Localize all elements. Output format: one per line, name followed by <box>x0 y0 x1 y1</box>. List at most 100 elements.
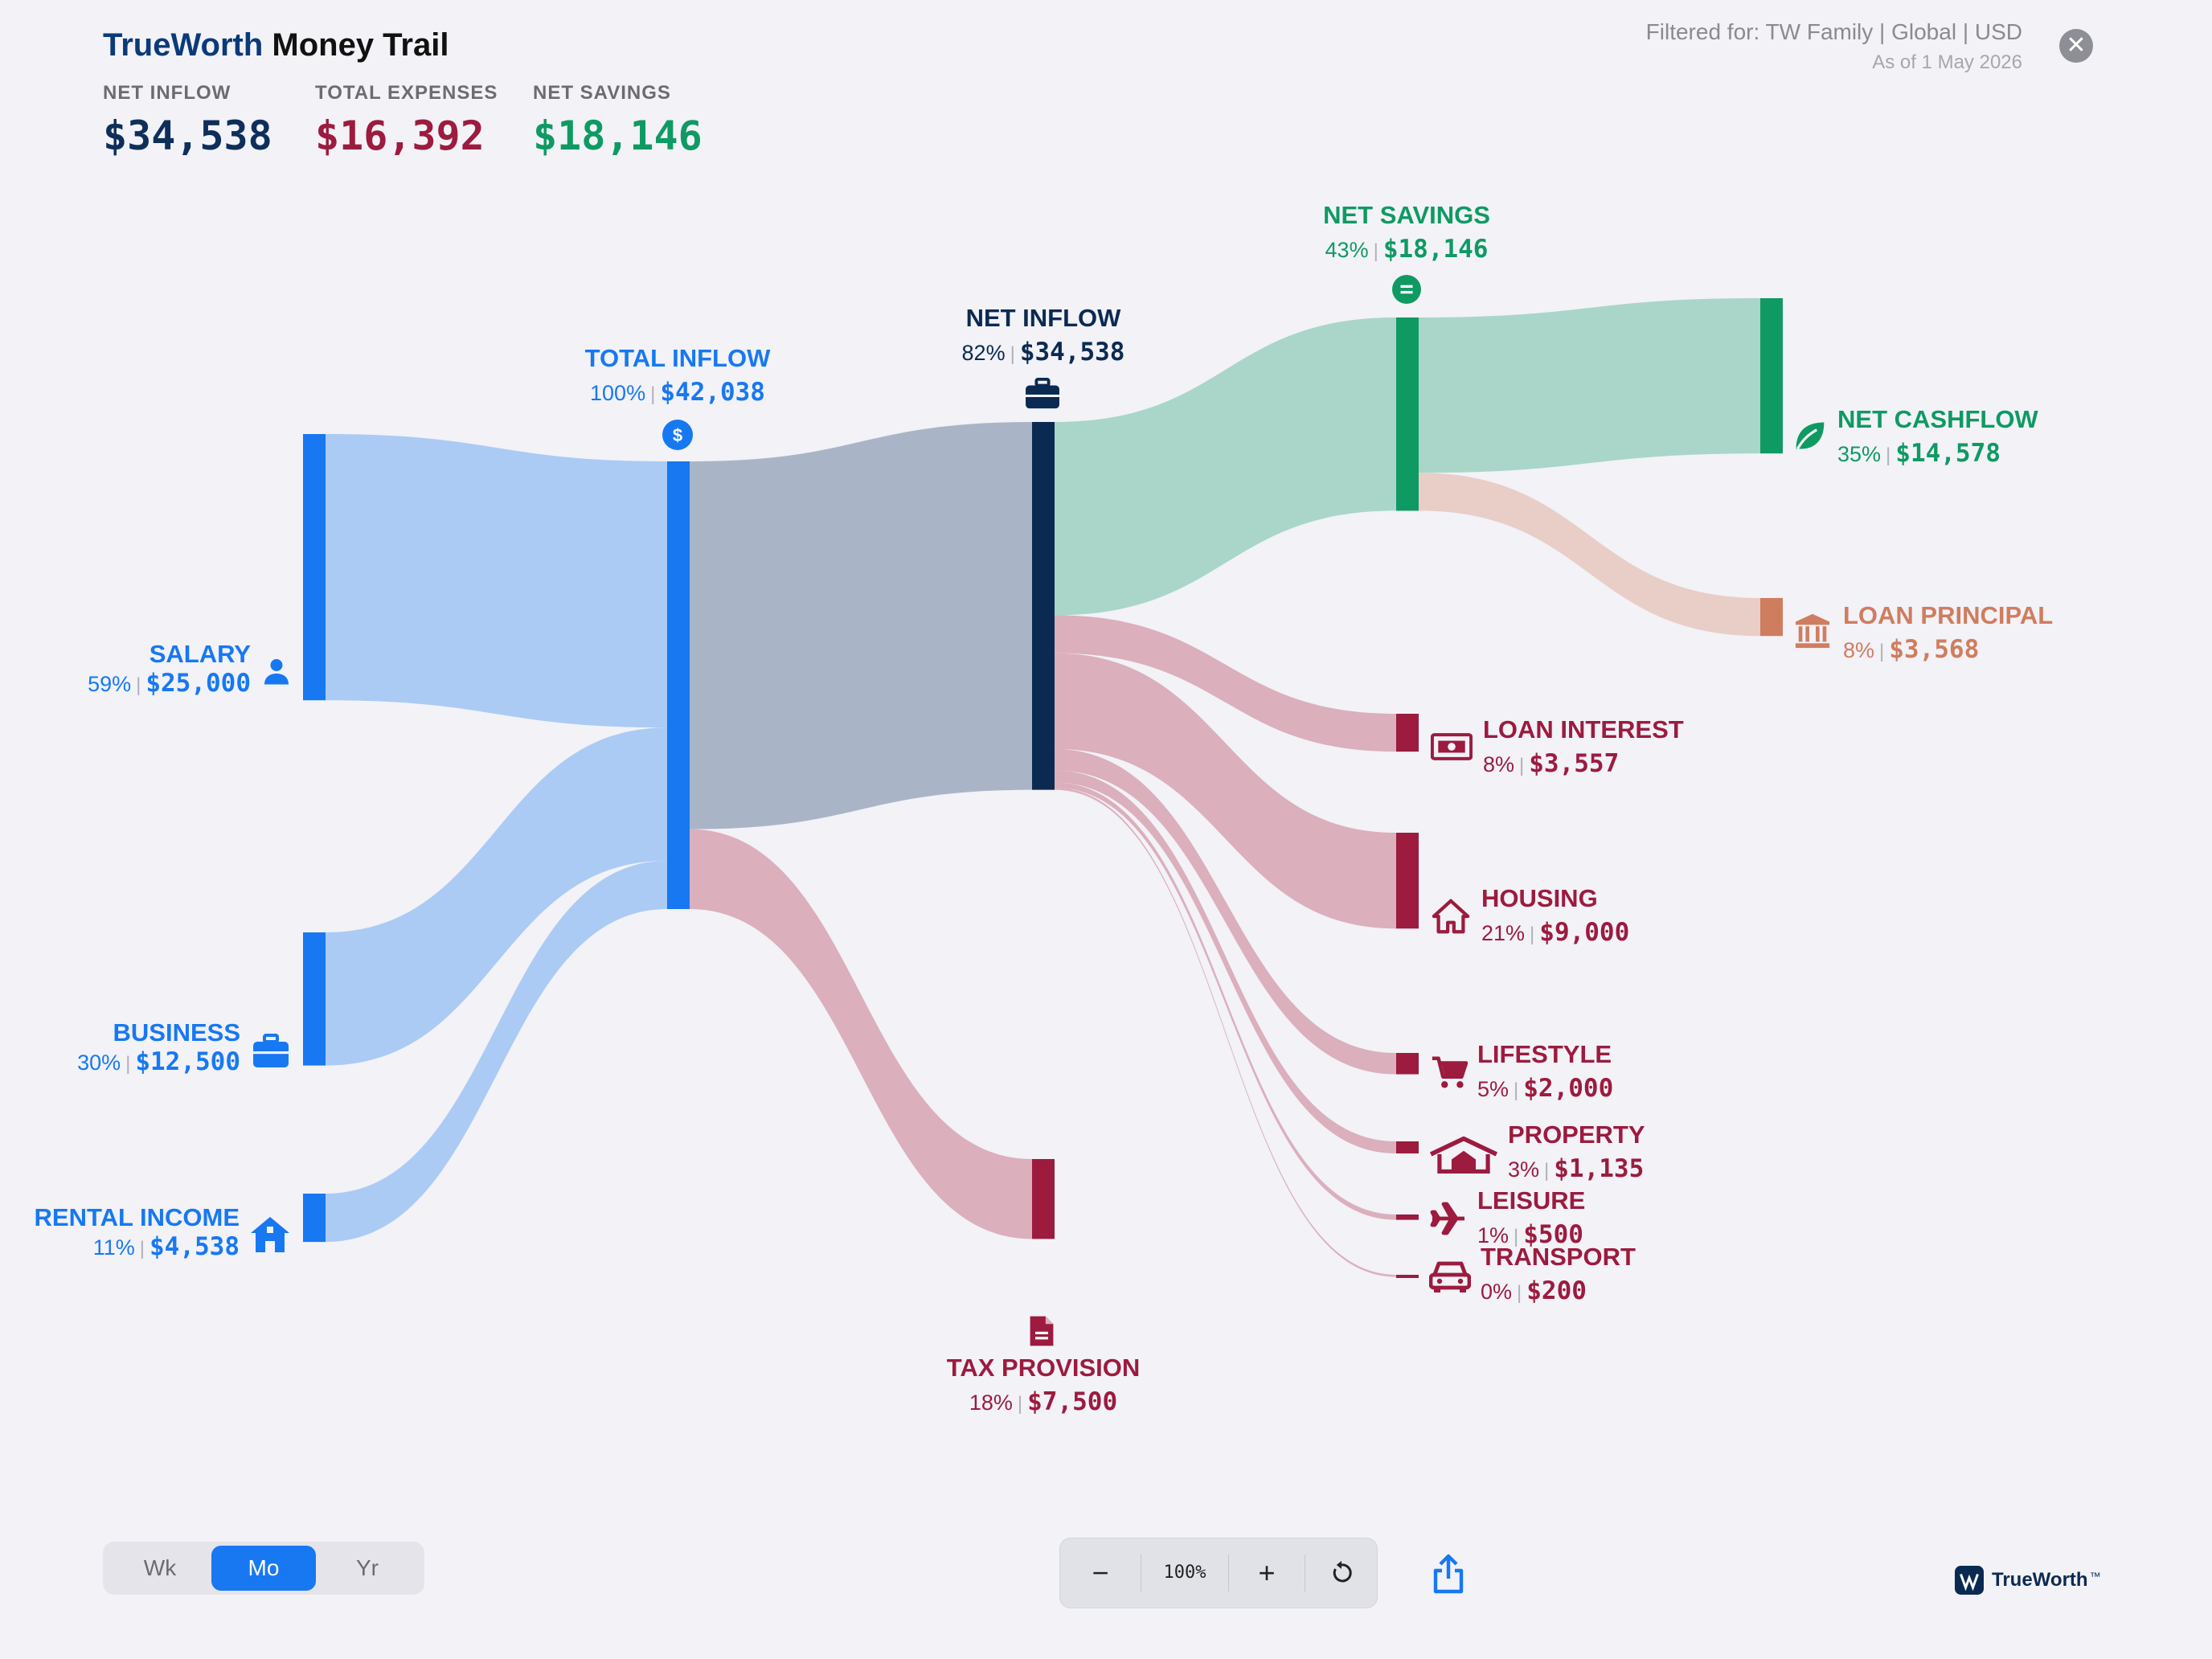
node-pct: 11% <box>92 1235 135 1260</box>
node-pct: 43% <box>1325 238 1369 262</box>
kpi-value: $34,538 <box>103 113 272 159</box>
share-icon[interactable] <box>1429 1553 1468 1595</box>
as-of-date: As of 1 May 2026 <box>1872 51 2022 73</box>
node-label-leisure[interactable]: LEISURE 1% | $500 <box>1477 1186 1586 1249</box>
close-button[interactable]: ✕ <box>2059 29 2093 63</box>
node-name: SALARY <box>149 640 251 668</box>
flow-property[interactable] <box>1055 770 1396 1154</box>
node-amount: $3,557 <box>1529 749 1620 778</box>
car-icon <box>1429 1261 1471 1292</box>
kpi-total-expenses: TOTAL EXPENSES $16,392 <box>315 82 498 159</box>
node-pct: 21% <box>1481 921 1526 945</box>
node-bar-total-inflow[interactable] <box>667 461 690 910</box>
flow-loan-interest[interactable] <box>1055 615 1396 752</box>
reset-icon <box>1333 1561 1352 1583</box>
node-bar-net-savings[interactable] <box>1396 317 1419 511</box>
brand-money-trail: Money Trail <box>263 27 449 63</box>
node-bar-loan-interest[interactable] <box>1396 714 1419 752</box>
period-year-button[interactable]: Yr <box>356 1555 379 1580</box>
flow-tax-provision[interactable] <box>690 829 1032 1239</box>
node-label-tax-provision[interactable]: TAX PROVISION 18% | $7,500 <box>915 1354 1172 1416</box>
brand-trueworth: TrueWorth <box>103 27 264 63</box>
node-pct: 8% <box>1843 638 1875 662</box>
node-bar-housing[interactable] <box>1396 833 1419 929</box>
node-bar-transport[interactable] <box>1396 1275 1419 1278</box>
kpi-value: $16,392 <box>315 113 485 159</box>
filter-info[interactable]: Filtered for: TW Family | Global | USD A… <box>1646 19 2022 74</box>
node-bar-loan-principal[interactable] <box>1760 598 1783 637</box>
node-name: TOTAL INFLOW <box>584 344 771 372</box>
app-title: TrueWorth Money Trail <box>103 27 449 63</box>
briefcase-icon <box>1026 378 1059 409</box>
node-name: HOUSING <box>1481 884 1598 912</box>
node-name: LOAN PRINCIPAL <box>1843 601 2054 629</box>
node-name: LOAN INTEREST <box>1483 715 1684 743</box>
node-amount: $34,538 <box>1019 338 1125 367</box>
node-label-net-cashflow[interactable]: NET CASHFLOW 35% | $14,578 <box>1837 405 2038 468</box>
node-label-salary[interactable]: SALARY 59% | $25,000 <box>88 640 251 698</box>
node-pct: 1% <box>1477 1223 1509 1247</box>
period-selector: Wk Mo Yr <box>103 1542 424 1595</box>
flow-transport[interactable] <box>1055 787 1396 1277</box>
node-label-transport[interactable]: TRANSPORT 0% | $200 <box>1481 1243 1636 1305</box>
flow-housing[interactable] <box>1055 653 1396 929</box>
property-icon <box>1429 1136 1498 1174</box>
flow-net-inflow[interactable] <box>690 422 1032 830</box>
node-label-total-inflow[interactable]: TOTAL INFLOW 100% | $42,038 <box>553 344 802 407</box>
node-label-housing[interactable]: HOUSING 21% | $9,000 <box>1481 884 1630 947</box>
node-label-rental-income[interactable]: RENTAL INCOME 11% | $4,538 <box>34 1203 240 1261</box>
node-pct: 0% <box>1481 1280 1513 1304</box>
flow-rental-income[interactable] <box>326 860 667 1243</box>
node-name: PROPERTY <box>1508 1120 1645 1149</box>
node-bar-salary[interactable] <box>303 434 326 701</box>
reset-zoom-button[interactable] <box>1305 1538 1377 1608</box>
node-name: BUSINESS <box>113 1018 240 1047</box>
zoom-in-button[interactable]: + <box>1258 1556 1276 1589</box>
filter-text: Filtered for: TW Family | Global | USD <box>1645 19 2022 44</box>
node-amount: $25,000 <box>145 669 251 698</box>
flow-business[interactable] <box>326 727 667 1066</box>
kpi-value: $18,146 <box>533 113 703 159</box>
node-label-lifestyle[interactable]: LIFESTYLE 5% | $2,000 <box>1477 1040 1614 1103</box>
flow-net-cashflow[interactable] <box>1419 298 1760 473</box>
zoom-out-button[interactable]: − <box>1092 1556 1109 1589</box>
flow-leisure[interactable] <box>1055 782 1396 1220</box>
node-pct: 82% <box>961 341 1006 365</box>
node-amount: $18,146 <box>1382 235 1489 264</box>
node-pct: 3% <box>1508 1157 1540 1182</box>
node-label-net-savings[interactable]: NET SAVINGS 43% | $18,146 <box>1286 201 1527 264</box>
node-bar-net-inflow[interactable] <box>1032 422 1055 790</box>
node-amount: $42,038 <box>660 378 765 407</box>
node-bar-lifestyle[interactable] <box>1396 1053 1419 1075</box>
leaf-icon <box>1796 422 1825 450</box>
node-label-property[interactable]: PROPERTY 3% | $1,135 <box>1508 1120 1645 1183</box>
period-week-button[interactable]: Wk <box>143 1555 177 1580</box>
node-label-loan-interest[interactable]: LOAN INTEREST 8% | $3,557 <box>1483 715 1684 778</box>
kpi-net-inflow: NET INFLOW $34,538 <box>103 82 272 159</box>
flow-net-savings[interactable] <box>1055 317 1396 616</box>
node-bar-net-cashflow[interactable] <box>1760 298 1783 454</box>
node-bar-leisure[interactable] <box>1396 1215 1419 1220</box>
node-pct: 30% <box>77 1051 121 1075</box>
zoom-toolbar: − 100% + <box>1059 1538 1378 1608</box>
node-bar-tax-provision[interactable] <box>1032 1159 1055 1239</box>
kpi-label: TOTAL EXPENSES <box>315 82 498 104</box>
svg-text:$: $ <box>673 425 683 445</box>
node-bar-business[interactable] <box>303 932 326 1066</box>
node-label-net-inflow[interactable]: NET INFLOW 82% | $34,538 <box>923 304 1164 367</box>
node-label-loan-principal[interactable]: LOAN PRINCIPAL 8% | $3,568 <box>1843 601 2054 664</box>
home-icon <box>1432 899 1470 934</box>
node-amount: $4,538 <box>150 1232 240 1261</box>
node-pct: 18% <box>969 1391 1013 1415</box>
node-name: TRANSPORT <box>1481 1243 1636 1271</box>
period-month-button[interactable]: Mo <box>211 1546 316 1591</box>
node-label-business[interactable]: BUSINESS 30% | $12,500 <box>77 1018 240 1076</box>
flow-loan-principal[interactable] <box>1419 473 1760 637</box>
node-amount: $14,578 <box>1895 439 2001 468</box>
flow-salary[interactable] <box>326 434 667 728</box>
node-bar-rental-income[interactable] <box>303 1194 326 1243</box>
node-amount: $7,500 <box>1027 1387 1118 1416</box>
flow-lifestyle[interactable] <box>1055 748 1396 1075</box>
briefcase-icon <box>253 1034 289 1067</box>
node-bar-property[interactable] <box>1396 1141 1419 1154</box>
